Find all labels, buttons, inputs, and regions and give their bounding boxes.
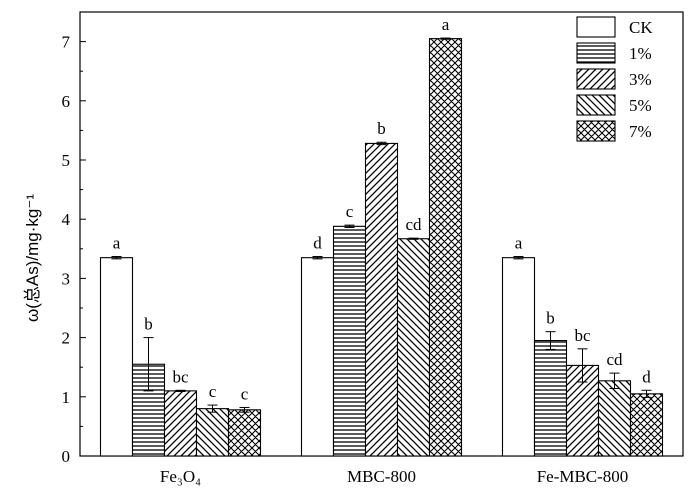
legend-swatch [576,68,616,90]
significance-label: bc [172,367,189,386]
legend-label: 7% [629,122,652,141]
legend-label: CK [629,18,653,37]
significance-label: a [515,233,523,252]
bar [332,225,367,457]
y-tick-label: 3 [62,269,71,288]
significance-label: b [144,315,153,334]
legend-label: 1% [629,44,652,63]
bar [99,257,134,457]
bar [163,390,198,457]
x-tick-label: Fe₃O₄ [160,467,201,486]
bar [428,38,463,457]
significance-label: d [313,233,322,252]
significance-label: a [113,233,121,252]
legend-swatch [576,42,616,64]
legend-label: 5% [629,96,652,115]
y-tick-label: 0 [62,447,71,466]
significance-label: c [346,202,354,221]
significance-label: cd [606,350,623,369]
bar [533,340,568,457]
bar [364,142,399,457]
x-tick-label: MBC-800 [347,467,416,486]
bar [396,238,431,457]
legend: CK 1% 3% 5% 7% [576,16,653,142]
bar [300,257,335,457]
x-tick-label: Fe-MBC-800 [537,467,629,486]
y-tick-label: 7 [62,33,71,52]
y-axis: 0 1 2 3 4 5 6 7 [62,33,86,466]
bar [501,257,536,457]
significance-label: b [546,309,555,328]
significance-label: bc [574,326,591,345]
legend-swatch [576,94,616,116]
significance-label: cd [405,215,422,234]
significance-label: b [377,119,386,138]
bar [629,393,664,457]
y-tick-label: 4 [62,210,71,229]
y-tick-label: 5 [62,151,71,170]
legend-swatch [576,120,616,142]
x-axis: Fe₃O₄ MBC-800 Fe-MBC-800 [160,450,628,486]
legend-label: 3% [629,70,652,89]
y-tick-label: 2 [62,329,71,348]
significance-label: c [241,384,249,403]
y-axis-label: ω(总As)/mg·kg⁻¹ [23,194,42,322]
y-tick-label: 6 [62,92,71,111]
y-tick-label: 1 [62,388,71,407]
legend-swatch [576,16,616,38]
bar [195,408,230,457]
significance-label: c [209,382,217,401]
significance-label: d [642,367,651,386]
significance-label: a [442,15,450,34]
bar [597,380,632,457]
bar [227,409,262,457]
